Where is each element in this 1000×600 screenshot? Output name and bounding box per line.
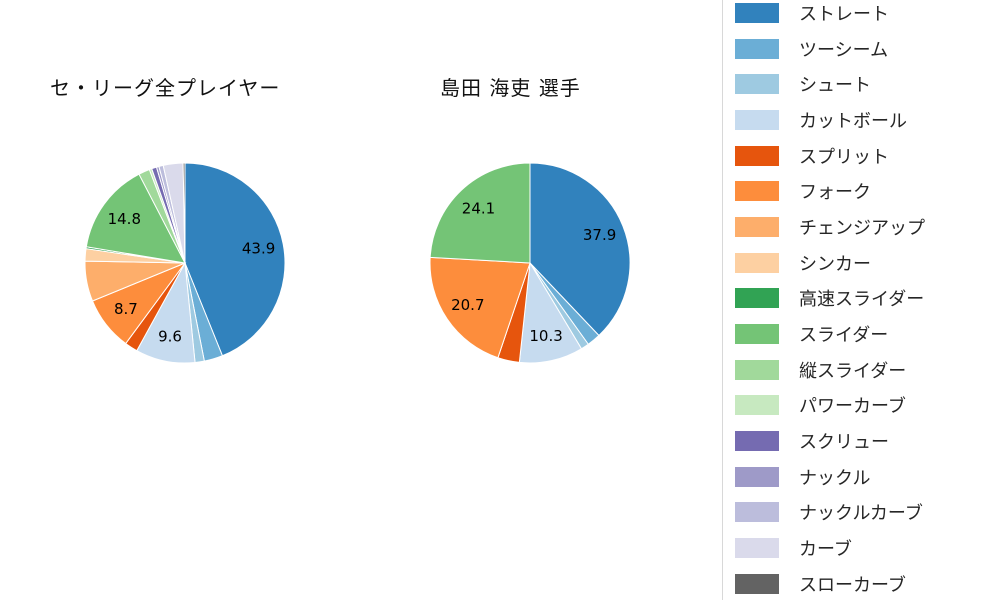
legend-swatch-icon — [735, 38, 779, 59]
legend-label: スプリット — [799, 146, 889, 168]
legend-label: 縦スライダー — [799, 360, 907, 382]
legend-swatch-icon — [735, 466, 779, 487]
chart-title-player: 島田 海吏 選手 — [440, 76, 581, 100]
legend-item[interactable]: パワーカーブ — [723, 388, 1000, 424]
legend-item[interactable]: 縦スライダー — [723, 352, 1000, 388]
legend-item[interactable]: 高速スライダー — [723, 281, 1000, 317]
legend-swatch-icon — [735, 324, 779, 345]
pie-value-label: 10.3 — [529, 327, 562, 345]
pie-value-label: 8.7 — [114, 300, 138, 318]
legend-item[interactable]: ナックルカーブ — [723, 495, 1000, 531]
pie-value-label: 43.9 — [242, 240, 275, 258]
legend-item[interactable]: シュート — [723, 66, 1000, 102]
legend-label: フォーク — [799, 182, 871, 204]
legend-swatch-icon — [735, 74, 779, 95]
legend-item[interactable]: カットボール — [723, 102, 1000, 138]
legend-label: シュート — [799, 75, 871, 97]
legend-label: シンカー — [799, 253, 871, 275]
legend-item[interactable]: スプリット — [723, 138, 1000, 174]
legend-item[interactable]: フォーク — [723, 173, 1000, 209]
legend-item[interactable]: カーブ — [723, 530, 1000, 566]
legend-swatch-icon — [735, 502, 779, 523]
legend-swatch-icon — [735, 216, 779, 237]
pie-slice[interactable] — [85, 173, 186, 264]
legend-label: パワーカーブ — [799, 396, 906, 418]
legend-label: カットボール — [799, 110, 907, 132]
legend-swatch-icon — [735, 573, 779, 594]
pie-slice[interactable] — [184, 162, 286, 357]
legend-swatch-icon — [735, 109, 779, 130]
pie-chart-player: 37.9 10.3 20.7 24.1 — [429, 162, 631, 364]
legend-list: ストレートツーシームシュートカットボール スプリットフォークチェンジアップ シンカー… — [723, 0, 1000, 600]
legend-item[interactable]: ツーシーム — [723, 31, 1000, 67]
legend-label: スライダー — [799, 325, 889, 347]
pie-value-label: 20.7 — [451, 296, 484, 314]
pie-value-label: 14.8 — [108, 210, 141, 228]
legend-label: ツーシーム — [799, 39, 889, 61]
pie-value-label: 37.9 — [583, 226, 616, 244]
chart-title-league: セ・リーグ全プレイヤー — [50, 76, 281, 100]
legend-label: ナックル — [799, 467, 871, 489]
legend-label: 高速スライダー — [799, 289, 925, 311]
legend-item[interactable]: ストレート — [723, 0, 1000, 31]
pie-slice[interactable] — [529, 162, 631, 337]
legend-swatch-icon — [735, 288, 779, 309]
legend-swatch-icon — [735, 2, 779, 23]
pie-value-label: 24.1 — [462, 200, 495, 218]
legend-item[interactable]: ナックル — [723, 459, 1000, 495]
legend-item[interactable]: スクリュー — [723, 423, 1000, 459]
legend-swatch-icon — [735, 145, 779, 166]
legend-swatch-icon — [735, 538, 779, 559]
pie-slice[interactable] — [429, 162, 531, 264]
legend-swatch-icon — [735, 395, 779, 416]
legend: ストレートツーシームシュートカットボール スプリットフォークチェンジアップ シンカー… — [722, 0, 1000, 600]
pie-chart-league: 43.9 9.6 8.7 14.8 — [84, 162, 286, 364]
pie-value-label: 9.6 — [158, 328, 182, 346]
legend-swatch-icon — [735, 431, 779, 452]
legend-item[interactable]: スライダー — [723, 316, 1000, 352]
legend-label: スローカーブ — [799, 574, 906, 596]
legend-label: カーブ — [799, 539, 852, 561]
legend-swatch-icon — [735, 252, 779, 273]
legend-label: ナックルカーブ — [799, 503, 923, 525]
pie-slice[interactable] — [429, 256, 531, 359]
legend-label: ストレート — [799, 3, 889, 25]
legend-item[interactable]: チェンジアップ — [723, 209, 1000, 245]
legend-label: チェンジアップ — [799, 217, 925, 239]
legend-item[interactable]: スローカーブ — [723, 566, 1000, 600]
legend-swatch-icon — [735, 359, 779, 380]
pie-slice[interactable] — [182, 162, 186, 264]
legend-label: スクリュー — [799, 432, 889, 454]
legend-swatch-icon — [735, 181, 779, 202]
legend-item[interactable]: シンカー — [723, 245, 1000, 281]
